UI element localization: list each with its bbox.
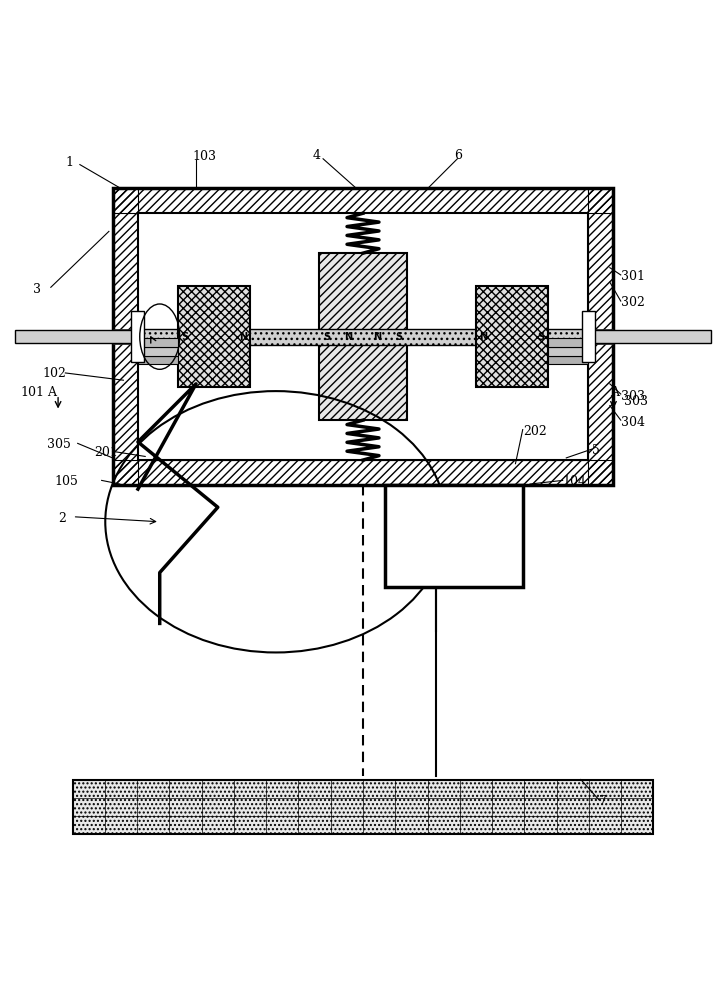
Polygon shape: [138, 329, 588, 345]
Text: N: N: [344, 332, 353, 342]
Text: 301: 301: [621, 270, 645, 283]
Text: S: S: [323, 332, 330, 342]
Text: 1: 1: [65, 156, 73, 169]
Polygon shape: [476, 286, 548, 387]
Polygon shape: [319, 253, 407, 420]
Text: 302: 302: [621, 296, 645, 309]
Polygon shape: [548, 356, 588, 364]
Polygon shape: [138, 347, 178, 356]
Text: 305: 305: [47, 438, 71, 451]
Polygon shape: [588, 330, 711, 343]
Polygon shape: [15, 330, 138, 343]
Text: 4: 4: [312, 149, 320, 162]
Text: 304: 304: [621, 416, 645, 429]
Text: 104: 104: [563, 475, 587, 488]
Text: S: S: [537, 332, 544, 342]
Polygon shape: [548, 347, 588, 356]
Polygon shape: [178, 286, 250, 387]
Polygon shape: [582, 311, 595, 362]
Text: 5: 5: [592, 444, 600, 457]
Text: A: A: [47, 386, 56, 399]
Text: 2: 2: [58, 512, 66, 525]
Text: 103: 103: [192, 150, 216, 163]
Text: 102: 102: [42, 367, 66, 380]
Polygon shape: [73, 780, 653, 834]
Text: 101: 101: [20, 386, 44, 399]
Polygon shape: [385, 485, 523, 587]
Text: 303: 303: [621, 390, 645, 403]
Polygon shape: [138, 338, 178, 347]
Text: 201: 201: [94, 446, 118, 459]
Text: S: S: [396, 332, 403, 342]
Polygon shape: [588, 329, 613, 344]
Text: A: A: [610, 386, 619, 399]
Polygon shape: [113, 329, 138, 344]
Polygon shape: [548, 338, 588, 347]
Polygon shape: [131, 311, 144, 362]
Polygon shape: [138, 356, 178, 364]
Polygon shape: [138, 213, 588, 460]
Text: 303: 303: [624, 395, 648, 408]
Text: N: N: [373, 332, 382, 342]
Text: 202: 202: [523, 425, 547, 438]
Text: S: S: [182, 332, 189, 342]
Text: 105: 105: [54, 475, 78, 488]
Text: 3: 3: [33, 283, 41, 296]
Text: N: N: [478, 332, 487, 342]
Text: 7: 7: [599, 795, 607, 808]
Text: N: N: [239, 332, 248, 342]
Text: 6: 6: [454, 149, 462, 162]
